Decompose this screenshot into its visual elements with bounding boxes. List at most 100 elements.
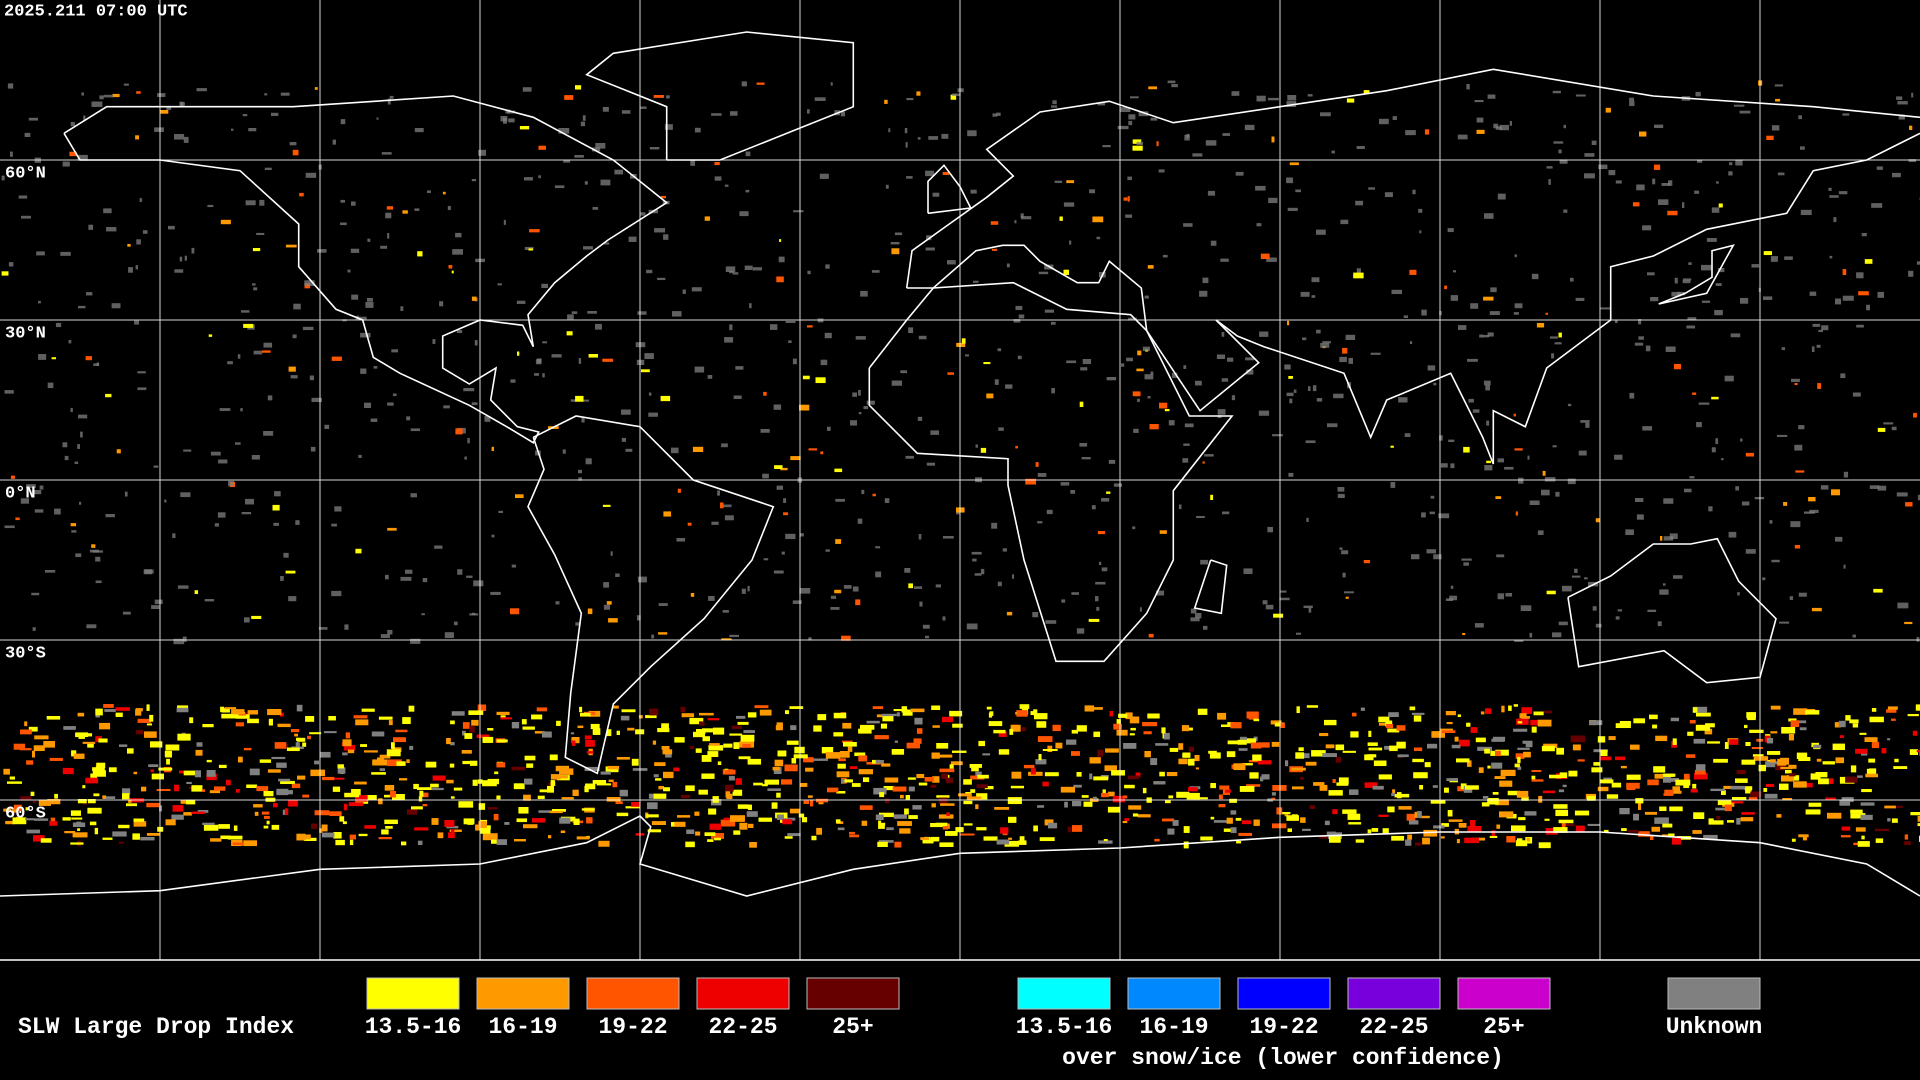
cloud-pixel: [872, 706, 884, 710]
cloud-pixel: [1226, 817, 1233, 824]
cloud-pixel: [26, 829, 40, 834]
cloud-pixel: [1912, 730, 1918, 736]
cloud-pixel: [1311, 277, 1320, 283]
cloud-pixel: [388, 720, 393, 726]
cloud-pixel: [810, 799, 814, 807]
cloud-pixel: [1311, 295, 1316, 298]
cloud-pixel: [707, 718, 720, 721]
cloud-pixel: [1464, 837, 1479, 844]
cloud-pixel: [455, 428, 463, 435]
cloud-pixel: [154, 599, 163, 605]
cloud-pixel: [1213, 820, 1229, 823]
cloud-pixel: [1798, 834, 1809, 838]
cloud-pixel: [723, 743, 733, 748]
cloud-pixel: [1342, 572, 1346, 578]
cloud-pixel: [157, 93, 166, 97]
cloud-pixel: [183, 770, 197, 776]
cloud-pixel: [1076, 628, 1085, 634]
cloud-pixel: [1188, 787, 1198, 792]
cloud-pixel: [1606, 794, 1619, 799]
cloud-pixel: [1483, 296, 1494, 301]
cloud-pixel: [184, 255, 187, 261]
cloud-pixel: [616, 812, 629, 817]
cloud-pixel: [1672, 838, 1681, 845]
cloud-pixel: [1698, 402, 1710, 405]
cloud-pixel: [1449, 595, 1458, 601]
cloud-pixel: [408, 705, 415, 712]
cloud-pixel: [616, 730, 620, 735]
cloud-pixel: [137, 718, 151, 723]
cloud-pixel: [136, 91, 141, 94]
cloud-pixel: [1508, 705, 1512, 711]
cloud-pixel: [360, 744, 367, 747]
cloud-pixel: [707, 751, 719, 758]
cloud-pixel: [663, 234, 669, 240]
cloud-pixel: [793, 210, 804, 213]
cloud-pixel: [947, 372, 954, 375]
cloud-pixel: [1515, 840, 1528, 847]
cloud-pixel: [708, 745, 724, 751]
cloud-pixel: [1305, 761, 1317, 766]
cloud-pixel: [108, 767, 117, 773]
cloud-pixel: [732, 789, 743, 796]
cloud-pixel: [40, 838, 52, 843]
cloud-pixel: [314, 810, 330, 816]
cloud-pixel: [1767, 751, 1781, 755]
cloud-pixel: [263, 791, 274, 797]
cloud-pixel: [1670, 717, 1679, 722]
cloud-pixel: [1694, 769, 1706, 775]
cloud-pixel: [251, 615, 262, 620]
cloud-pixel: [50, 817, 56, 822]
cloud-pixel: [471, 179, 477, 182]
cloud-pixel: [1133, 428, 1139, 433]
cloud-pixel: [350, 248, 360, 253]
cloud-pixel: [1842, 295, 1854, 301]
timestamp: 2025.211 07:00 UTC: [4, 2, 188, 21]
cloud-pixel: [904, 808, 909, 815]
cloud-pixel: [462, 760, 472, 765]
cloud-pixel: [34, 735, 49, 740]
cloud-pixel: [1079, 401, 1084, 408]
cloud-pixel: [1178, 504, 1182, 510]
cloud-pixel: [45, 570, 56, 573]
cloud-pixel: [80, 431, 83, 438]
cloud-pixel: [1735, 159, 1743, 166]
cloud-pixel: [1467, 358, 1478, 362]
cloud-pixel: [1827, 812, 1842, 819]
cloud-pixel: [1495, 799, 1509, 806]
cloud-pixel: [1066, 360, 1077, 364]
cloud-pixel: [1324, 719, 1337, 726]
cloud-pixel: [548, 835, 552, 839]
legend-label: 16-19: [1139, 1014, 1208, 1040]
cloud-pixel: [1048, 822, 1058, 829]
cloud-pixel: [364, 750, 378, 753]
cloud-pixel: [1356, 268, 1361, 275]
cloud-pixel: [1645, 345, 1651, 352]
cloud-pixel: [1553, 827, 1568, 833]
graticule: [0, 0, 1920, 960]
cloud-pixel: [1653, 164, 1661, 170]
cloud-pixel: [521, 719, 527, 725]
cloud-pixel: [592, 728, 601, 735]
cloud-pixel: [1342, 750, 1356, 753]
cloud-pixel: [99, 95, 104, 100]
cloud-pixel: [1305, 440, 1316, 444]
cloud-pixel: [1089, 189, 1096, 194]
cloud-pixel: [1604, 829, 1609, 833]
cloud-pixel: [1102, 145, 1111, 148]
cloud-pixel: [1409, 706, 1416, 711]
cloud-pixel: [1253, 718, 1260, 722]
cloud-pixel: [976, 827, 987, 831]
cloud-pixel: [807, 795, 813, 798]
cloud-pixel: [491, 446, 494, 452]
cloud-pixel: [1458, 325, 1467, 330]
cloud-pixel: [1423, 829, 1438, 837]
cloud-pixel: [1663, 536, 1674, 541]
cloud-pixel: [10, 475, 15, 479]
cloud-pixel: [1307, 94, 1313, 97]
cloud-pixel: [1629, 97, 1635, 101]
cloud-pixel: [62, 817, 71, 821]
cloud-pixel: [471, 612, 476, 615]
cloud-pixel: [510, 379, 516, 383]
cloud-pixel: [1715, 283, 1722, 286]
